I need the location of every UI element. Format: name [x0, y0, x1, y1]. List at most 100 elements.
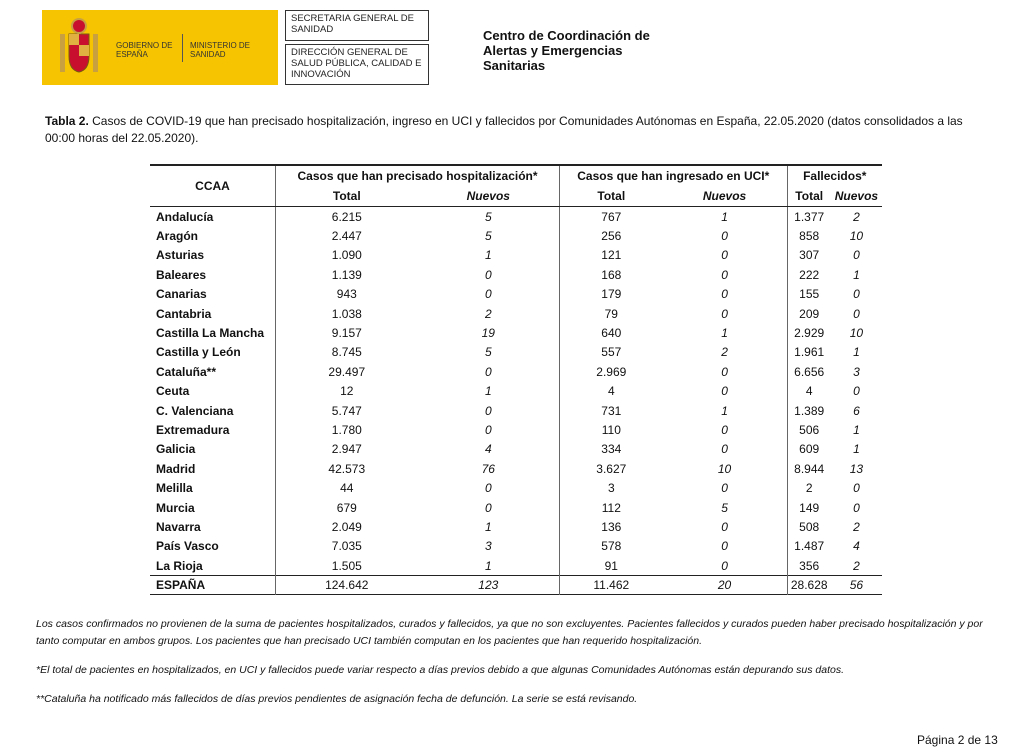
- header-cell: Fallecidos*: [786, 165, 882, 186]
- table-cell: 8.944: [786, 459, 831, 479]
- table-cell: 0: [484, 267, 492, 282]
- table-cell: 44: [274, 478, 418, 498]
- table-cell: 2.969: [559, 362, 663, 382]
- table-row: Murcia 679 0 112 5 149 0: [150, 497, 882, 518]
- table-cell: Galicia: [156, 442, 196, 457]
- logo-text: MINISTERIO DE SANIDAD: [190, 41, 251, 59]
- table-cell: Andalucía: [156, 209, 214, 224]
- table-cell: 334: [559, 439, 663, 460]
- table: CCAA Casos que han precisado hospitaliza…: [150, 164, 882, 595]
- table-cell: 0: [721, 384, 728, 399]
- table-cell: 5: [721, 500, 728, 515]
- table-cell: ESPAÑA: [156, 578, 206, 593]
- table-cell: 10: [849, 229, 864, 244]
- table-cell: 28.628: [786, 575, 831, 595]
- header-box: SECRETARIA GENERAL DE SANIDAD: [285, 10, 429, 41]
- table-cell: 1: [484, 248, 492, 263]
- table-cell: 2.947: [274, 439, 418, 460]
- divider: [182, 34, 183, 62]
- table-cell: 2.929: [786, 323, 831, 343]
- table-cell: 0: [853, 306, 860, 321]
- table-cell: Castilla y León: [156, 345, 241, 360]
- table-cell: 6.215: [274, 206, 418, 227]
- table-cell: 731: [559, 400, 663, 421]
- table-cell: 5: [484, 209, 492, 224]
- table-row: Aragón 2.447 5 256 0 858 10: [150, 226, 882, 246]
- table-cell: 0: [721, 229, 728, 244]
- table-row: Castilla y León 8.745 5 557 2 1.961 1: [150, 342, 882, 363]
- table-cell: 20: [717, 578, 732, 593]
- table-cell: 2: [853, 209, 860, 224]
- table-cell: 0: [721, 248, 728, 263]
- table-cell: 508: [786, 517, 831, 537]
- table-row: C. Valenciana 5.747 0 731 1 1.389 6: [150, 400, 882, 421]
- table-cell: 2.447: [274, 226, 418, 246]
- table-cell: 1: [484, 384, 492, 399]
- table-cell: 1: [853, 442, 860, 457]
- note: **Cataluña ha notificado más fallecidos …: [36, 693, 638, 705]
- table-cell: 6: [853, 403, 860, 418]
- table-row: Navarra 2.049 1 136 0 508 2: [150, 517, 882, 537]
- table-cell: 209: [786, 303, 831, 324]
- notes: Los casos confirmados no provienen de la…: [36, 616, 1001, 720]
- table-cell: 0: [721, 287, 728, 302]
- table-cell: 1: [721, 403, 728, 418]
- header-box: DIRECCIÓN GENERAL DE SALUD PÚBLICA, CALI…: [285, 44, 429, 85]
- caption-text: Casos de COVID-19 que han precisado hosp…: [45, 114, 963, 145]
- table-cell: Cantabria: [156, 306, 212, 321]
- table-cell: 2: [853, 558, 860, 573]
- table-row: Canarias 943 0 179 0 155 0: [150, 284, 882, 304]
- table-row: Castilla La Mancha 9.157 19 640 1 2.929 10: [150, 323, 882, 343]
- table-cell: 9.157: [274, 323, 418, 343]
- table-row: ESPAÑA 124.642 123 11.462 20 28.628 56: [150, 575, 882, 595]
- table-cell: 3: [853, 364, 860, 379]
- subheader-cell: Nuevos: [417, 186, 560, 207]
- table-cell: 858: [786, 226, 831, 246]
- header-cell: CCAA: [150, 165, 276, 207]
- table-cell: 5: [484, 345, 492, 360]
- table-cell: 0: [484, 481, 492, 496]
- table-cell: 5: [484, 229, 492, 244]
- table-cell: 4: [484, 442, 492, 457]
- table-cell: 4: [786, 381, 831, 401]
- table-cell: C. Valenciana: [156, 403, 234, 418]
- table-cell: 29.497: [274, 362, 418, 382]
- table-cell: Madrid: [156, 461, 196, 476]
- table-cell: 4: [853, 539, 860, 554]
- table-cell: 5.747: [274, 400, 418, 421]
- table-cell: Ceuta: [156, 384, 190, 399]
- subheader-cell: Total: [786, 186, 831, 207]
- table-cell: 506: [786, 420, 831, 440]
- table-cell: 168: [559, 265, 663, 285]
- table-cell: 1.090: [274, 245, 418, 266]
- table-cell: 76: [481, 461, 495, 476]
- header-line: Alertas y Emergencias: [483, 43, 623, 58]
- table-cell: 0: [853, 384, 860, 399]
- header-cell: Casos que han ingresado en UCI*: [559, 165, 788, 186]
- table-cell: 79: [559, 303, 663, 324]
- header-line: Sanitarias: [483, 58, 546, 73]
- note: Los casos confirmados no provienen de la…: [36, 618, 983, 647]
- table-cell: Extremadura: [156, 422, 230, 437]
- table-cell: 3.627: [559, 459, 663, 479]
- table-cell: 19: [481, 326, 495, 341]
- table-cell: 578: [559, 536, 663, 557]
- table-cell: 0: [484, 422, 492, 437]
- table-cell: La Rioja: [156, 558, 203, 573]
- table-cell: 557: [559, 342, 663, 363]
- table-cell: 2: [721, 345, 728, 360]
- table-cell: 1.377: [786, 206, 831, 227]
- table-cell: 0: [484, 287, 492, 302]
- table-row: Asturias 1.090 1 121 0 307 0: [150, 245, 882, 266]
- table-cell: 3: [484, 539, 492, 554]
- table-cell: 609: [786, 439, 831, 460]
- table-cell: 1.487: [786, 536, 831, 557]
- table-cell: Canarias: [156, 287, 207, 302]
- table-cell: Cataluña**: [156, 364, 217, 379]
- table-cell: 42.573: [274, 459, 418, 479]
- caption-label: Tabla 2.: [45, 114, 89, 128]
- table-cell: 2: [786, 478, 831, 498]
- table-cell: 0: [721, 267, 728, 282]
- table-cell: 1: [484, 519, 492, 534]
- table-cell: 8.745: [274, 342, 418, 363]
